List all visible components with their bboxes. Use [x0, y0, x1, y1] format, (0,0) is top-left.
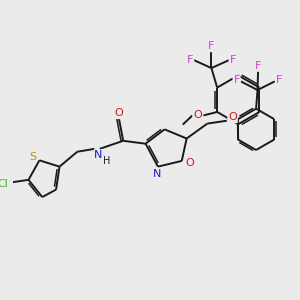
Text: O: O [185, 158, 194, 168]
Text: Cl: Cl [0, 179, 8, 189]
Text: F: F [233, 75, 240, 85]
Text: F: F [255, 61, 261, 71]
Text: F: F [276, 75, 282, 85]
Text: N: N [153, 169, 162, 178]
Text: O: O [115, 108, 123, 118]
Text: F: F [187, 55, 194, 65]
Text: H: H [103, 156, 110, 166]
Text: N: N [94, 150, 103, 160]
Text: F: F [230, 55, 236, 65]
Text: O: O [228, 112, 237, 122]
Text: F: F [208, 41, 214, 51]
Text: S: S [29, 152, 36, 162]
Text: O: O [193, 110, 202, 120]
